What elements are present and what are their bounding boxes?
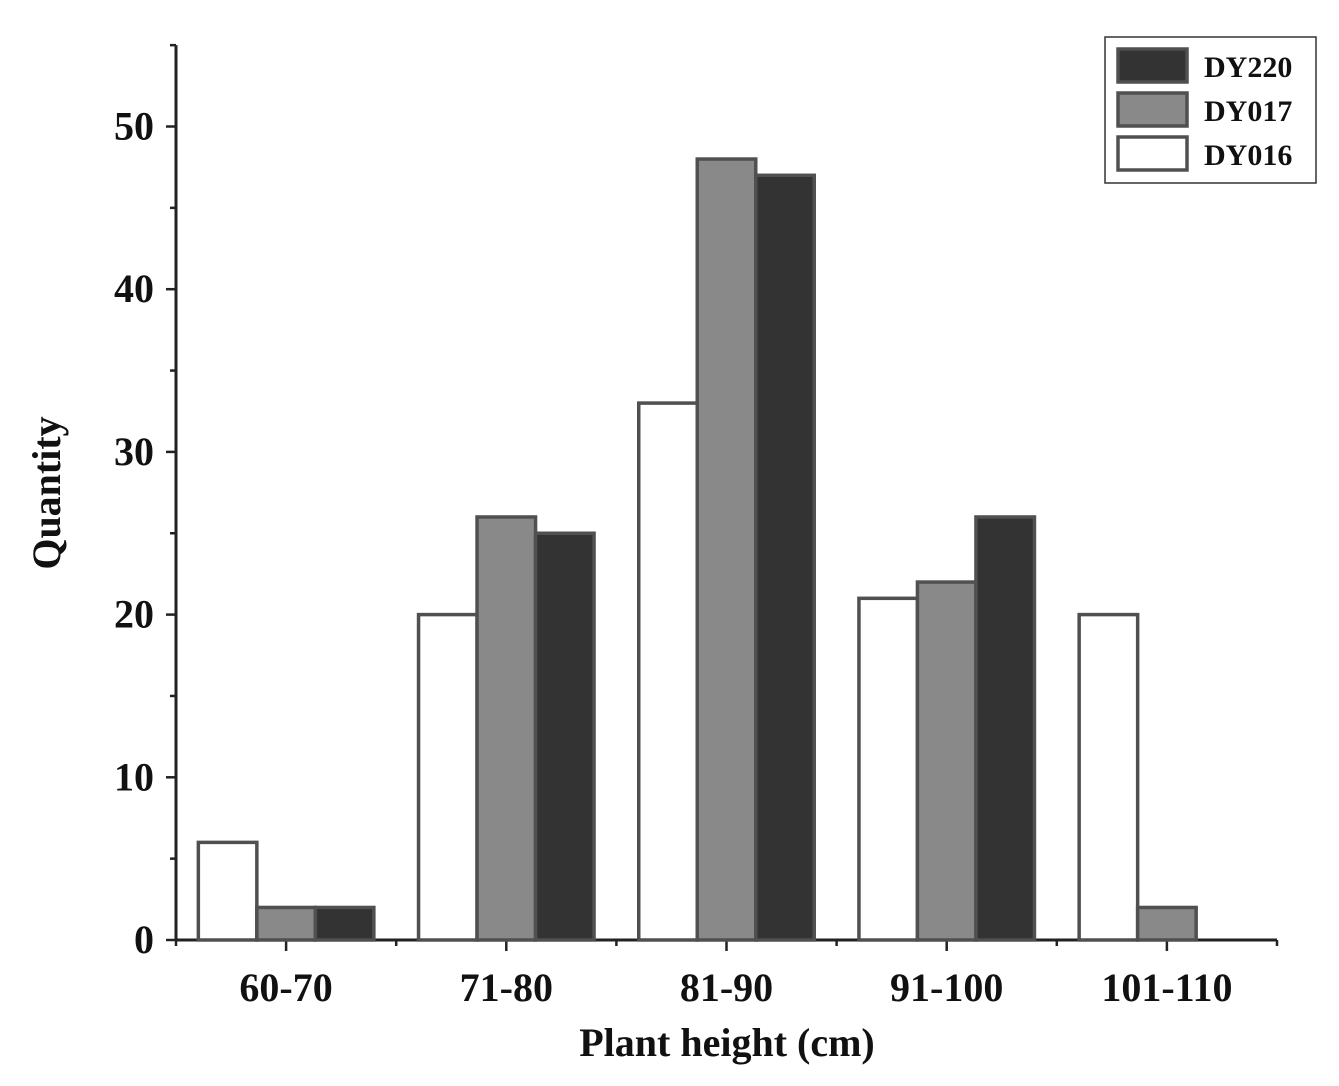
y-tick-label: 10 <box>114 754 154 799</box>
bar-dy017-60-70 <box>255 905 318 942</box>
legend-label-dy220: DY220 <box>1204 51 1292 84</box>
bar-dy220-60-70 <box>313 905 376 942</box>
bar-dy016-60-70 <box>196 840 259 942</box>
bar-dy017-91-100 <box>915 580 978 942</box>
bars <box>196 157 1198 942</box>
legend-swatch-dy220 <box>1116 47 1189 84</box>
y-tick-label: 30 <box>114 429 154 474</box>
x-tick-labels: 60-70 71-80 81-90 91-100 101-110 <box>239 965 1232 1010</box>
y-tick-label: 20 <box>114 592 154 637</box>
y-tick-labels: 0 10 20 30 40 50 <box>114 104 154 963</box>
bar-dy016-71-80 <box>416 612 479 942</box>
x-axis-title: Plant height (cm) <box>579 1020 875 1065</box>
bar-dy017-101-110 <box>1135 905 1198 942</box>
legend-swatch-dy016 <box>1116 135 1189 172</box>
y-axis-title: Quantity <box>24 416 69 569</box>
legend: DY220 DY017 DY016 <box>1104 36 1317 184</box>
x-tick-label: 101-110 <box>1101 965 1232 1010</box>
bar-dy017-81-90 <box>695 157 758 942</box>
legend-label-dy016: DY016 <box>1204 139 1292 172</box>
bar-dy016-91-100 <box>857 596 920 942</box>
bar-dy016-101-110 <box>1077 612 1140 942</box>
y-tick-label: 40 <box>114 266 154 311</box>
legend-swatch-dy017 <box>1116 91 1189 128</box>
legend-label-dy017: DY017 <box>1204 95 1292 128</box>
y-tick-label: 0 <box>134 917 154 962</box>
x-tick-label: 91-100 <box>890 965 1003 1010</box>
bar-dy016-81-90 <box>637 401 699 942</box>
bar-dy220-71-80 <box>533 531 596 942</box>
bar-dy017-71-80 <box>475 515 538 942</box>
y-tick-label: 50 <box>114 104 154 149</box>
x-tick-label: 60-70 <box>239 965 332 1010</box>
bar-dy220-81-90 <box>754 173 816 942</box>
x-tick-label: 81-90 <box>680 965 773 1010</box>
bar-dy220-91-100 <box>974 515 1037 942</box>
x-tick-label: 71-80 <box>460 965 553 1010</box>
